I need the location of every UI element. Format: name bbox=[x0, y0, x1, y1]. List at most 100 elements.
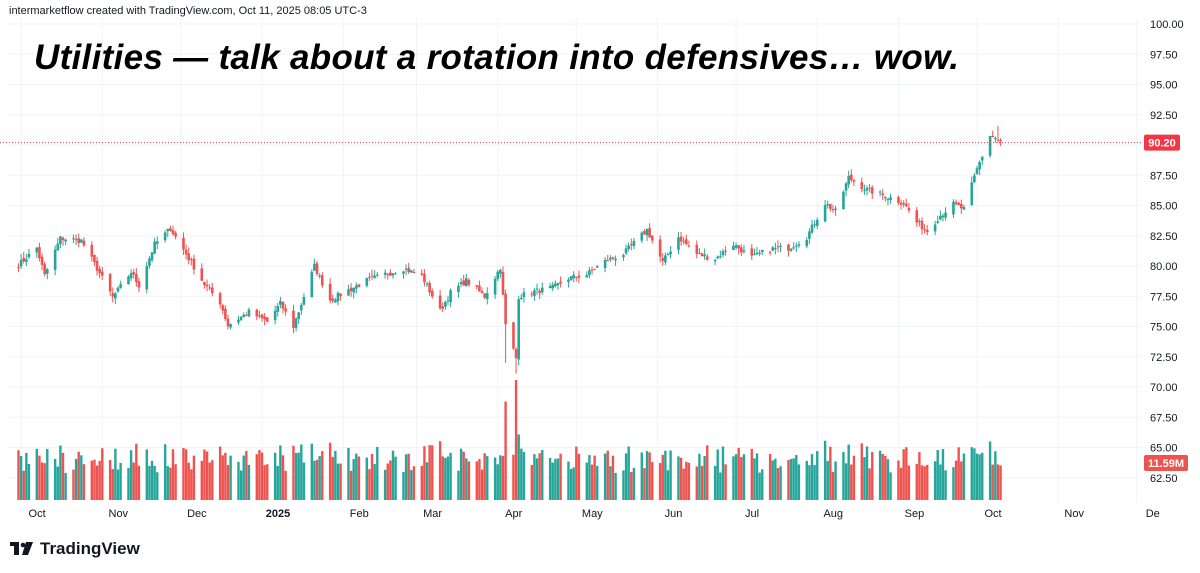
volume-bar bbox=[771, 460, 774, 500]
candle-body bbox=[98, 268, 101, 274]
candle-body bbox=[410, 270, 413, 273]
volume-bar bbox=[279, 445, 282, 500]
price-tick-label: 70.00 bbox=[1150, 382, 1178, 394]
volume-bar bbox=[292, 445, 295, 500]
volume-bar bbox=[357, 456, 361, 500]
volume-bar bbox=[514, 380, 518, 500]
candle-body bbox=[444, 301, 447, 307]
candle-body bbox=[423, 273, 426, 283]
volume-bar bbox=[310, 443, 313, 500]
volume-bar bbox=[72, 469, 75, 500]
volume-bar bbox=[475, 461, 478, 500]
time-tick-label: Apr bbox=[505, 508, 522, 520]
volume-bar bbox=[905, 447, 908, 500]
candle-body bbox=[258, 315, 261, 317]
candle-body bbox=[572, 274, 575, 279]
candle-body bbox=[705, 256, 709, 260]
volume-bar bbox=[590, 464, 594, 500]
volume-bar bbox=[732, 456, 735, 500]
candle-body bbox=[247, 309, 251, 317]
volume-bar bbox=[713, 465, 717, 500]
volume-bar bbox=[768, 453, 772, 500]
volume-bar bbox=[700, 465, 704, 500]
volume-bar bbox=[331, 456, 334, 500]
candle-body bbox=[535, 288, 539, 290]
candle-body bbox=[886, 198, 890, 201]
volume-bar bbox=[923, 466, 926, 500]
price-axis[interactable]: 100.0097.5095.0092.5090.0087.5085.0082.5… bbox=[1150, 19, 1184, 485]
time-axis[interactable]: Oct Nov Dec 2025 Feb Mar Apr May Jun Jul Aug Sep Oct… bbox=[29, 508, 1160, 520]
candle-body bbox=[700, 253, 704, 257]
volume-bar bbox=[677, 456, 680, 500]
candle-body bbox=[658, 239, 662, 257]
candle-body bbox=[347, 289, 350, 296]
time-tick-label: Nov bbox=[109, 508, 129, 520]
volume-bar bbox=[661, 454, 664, 500]
volume-bar bbox=[575, 446, 578, 500]
candle-body bbox=[915, 210, 919, 223]
candle-body bbox=[826, 204, 830, 206]
time-tick-label: Sep bbox=[905, 508, 925, 520]
candle-body bbox=[184, 249, 188, 255]
volume-bar bbox=[137, 465, 141, 500]
candle-body bbox=[310, 271, 314, 298]
candle-body bbox=[53, 249, 57, 270]
volume-bar bbox=[999, 465, 1002, 500]
volume-bar bbox=[148, 465, 151, 500]
volume-bar bbox=[541, 449, 544, 500]
candle-body bbox=[485, 293, 489, 300]
volume-bar bbox=[865, 446, 869, 500]
candle-body bbox=[740, 247, 743, 253]
volume-bar bbox=[35, 448, 39, 500]
volume-bar bbox=[108, 460, 112, 500]
volume-bar bbox=[242, 455, 245, 500]
candle-body bbox=[43, 264, 46, 275]
last-volume-badge: 11.59M bbox=[1144, 455, 1188, 471]
volume-bar bbox=[779, 466, 782, 500]
volume-bar bbox=[428, 445, 431, 500]
candle-body bbox=[679, 236, 683, 242]
candle-body bbox=[496, 271, 500, 279]
candle-body bbox=[627, 245, 630, 249]
volume-bar bbox=[297, 452, 300, 500]
last-price-badge: 90.20 bbox=[1144, 134, 1180, 151]
volume-bar bbox=[774, 458, 777, 500]
candle-body bbox=[954, 202, 958, 204]
volume-bar bbox=[313, 460, 316, 500]
volume-bar bbox=[850, 464, 853, 500]
volume-bar bbox=[567, 461, 570, 500]
volume-bar bbox=[614, 472, 617, 500]
volume-bar bbox=[860, 443, 863, 500]
price-tick-label: 82.50 bbox=[1150, 231, 1178, 243]
volume-bar bbox=[572, 467, 575, 500]
volume-bar bbox=[339, 463, 342, 500]
volume-bar bbox=[606, 450, 609, 500]
volume-bar bbox=[153, 465, 156, 500]
candle-body bbox=[522, 292, 526, 298]
time-tick-label: Aug bbox=[823, 508, 843, 520]
volume-bar bbox=[80, 455, 83, 500]
candle-body bbox=[959, 203, 963, 209]
volume-bars bbox=[17, 380, 1002, 500]
candle-body bbox=[554, 283, 557, 287]
candle-body bbox=[318, 275, 321, 277]
candle-body bbox=[844, 183, 848, 191]
candle-body bbox=[218, 293, 222, 305]
price-tick-label: 85.00 bbox=[1150, 201, 1178, 213]
tradingview-branding[interactable]: TradingView bbox=[10, 539, 140, 559]
volume-bar bbox=[40, 462, 44, 500]
candle-body bbox=[465, 278, 468, 287]
volume-bar bbox=[962, 453, 966, 500]
candle-body bbox=[666, 254, 670, 256]
volume-bar bbox=[184, 449, 188, 500]
volume-bar bbox=[554, 458, 557, 500]
candle-body bbox=[407, 268, 410, 273]
candle-body bbox=[842, 191, 845, 210]
volume-bar bbox=[116, 469, 120, 500]
volume-bar bbox=[478, 459, 481, 500]
candle-body bbox=[742, 250, 746, 252]
candle-body bbox=[153, 241, 156, 254]
volume-bar bbox=[38, 455, 41, 500]
candle-body bbox=[593, 268, 596, 270]
